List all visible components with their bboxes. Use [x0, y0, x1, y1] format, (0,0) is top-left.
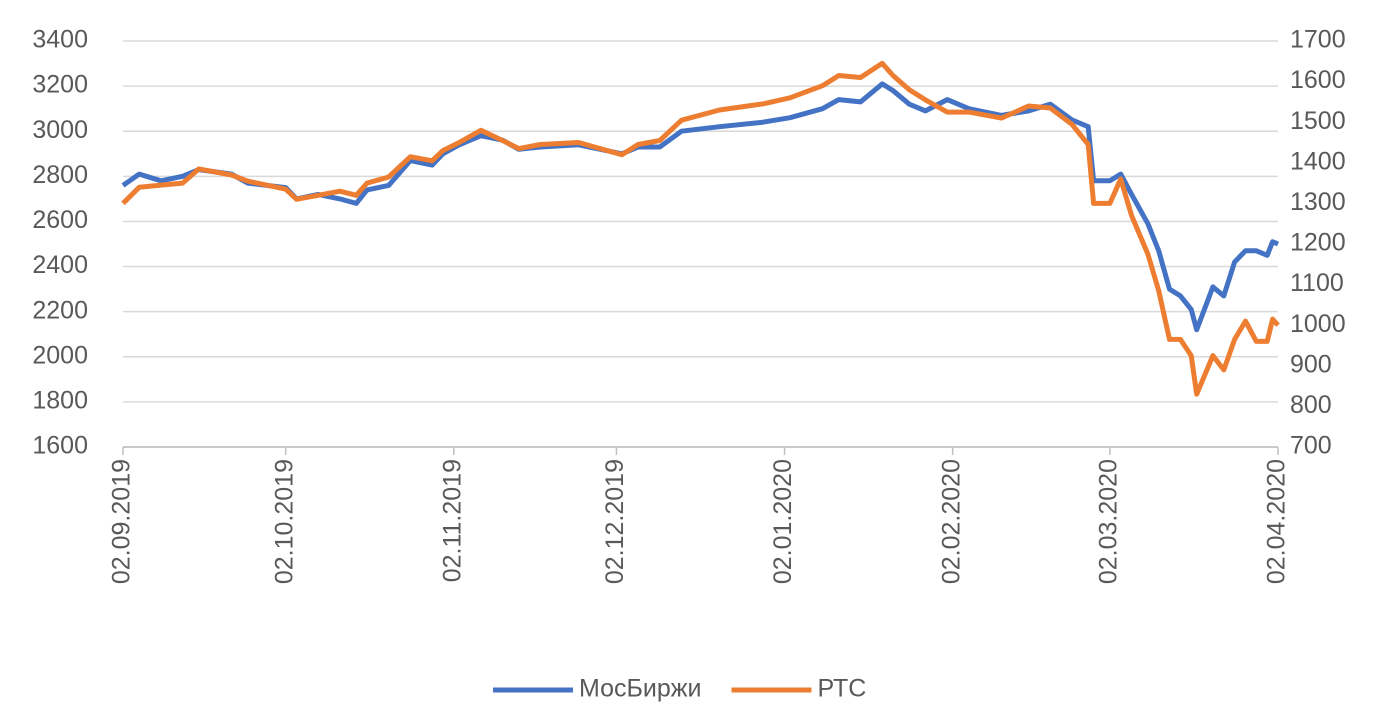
y-tick-label: 2400 — [32, 251, 88, 279]
x-tick-label: 02.11.2019 — [438, 459, 466, 582]
y-tick-label: 2600 — [32, 206, 88, 234]
y-tick-label: 1800 — [32, 386, 88, 414]
y2-tick-label: 1400 — [1290, 147, 1346, 175]
y2-tick-label: 800 — [1290, 391, 1332, 419]
y-tick-label: 3200 — [32, 71, 88, 99]
y2-tick-label: 1700 — [1290, 26, 1346, 54]
legend-label: МосБиржи — [579, 675, 701, 703]
y2-tick-label: 1100 — [1290, 269, 1344, 297]
y-tick-label: 2000 — [32, 341, 88, 369]
x-tick-label: 02.10.2019 — [270, 459, 298, 584]
legend-label: РТС — [817, 675, 866, 703]
y-tick-label: 3400 — [32, 26, 88, 54]
x-tick-label: 02.02.2020 — [937, 459, 965, 584]
y2-tick-label: 1300 — [1290, 188, 1346, 216]
y2-tick-label: 700 — [1290, 432, 1332, 460]
series-line — [121, 81, 1279, 333]
y2-tick-label: 1200 — [1290, 229, 1346, 257]
x-tick-label: 02.04.2020 — [1263, 459, 1291, 584]
x-tick-label: 02.03.2020 — [1095, 459, 1123, 584]
y-tick-label: 1600 — [32, 432, 88, 460]
y-tick-label: 3000 — [32, 116, 88, 144]
y2-tick-label: 1500 — [1290, 107, 1346, 135]
x-tick-label: 02.01.2020 — [769, 459, 797, 584]
y-tick-label: 2200 — [32, 296, 88, 324]
y2-tick-label: 1600 — [1290, 66, 1346, 94]
y2-tick-label: 1000 — [1290, 310, 1346, 338]
y2-tick-label: 900 — [1290, 350, 1332, 378]
y-tick-label: 2800 — [32, 161, 88, 189]
x-tick-label: 02.12.2019 — [601, 459, 629, 584]
series-line — [121, 60, 1280, 397]
x-tick-label: 02.09.2019 — [108, 459, 136, 584]
